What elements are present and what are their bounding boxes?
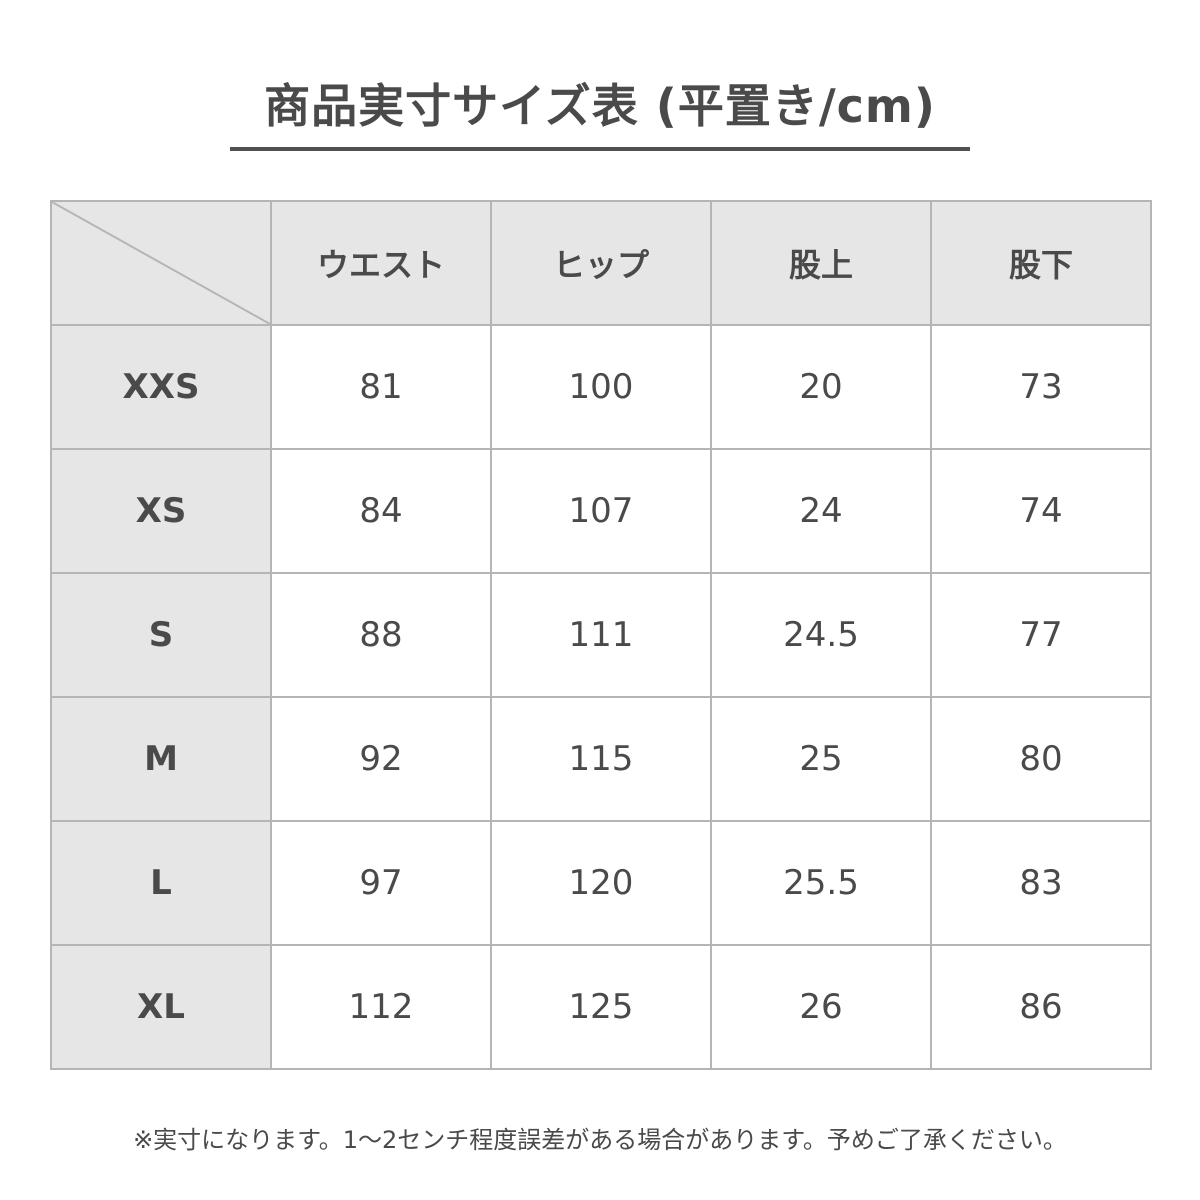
header-row: ウエスト ヒップ 股上 股下 — [50, 200, 1152, 326]
measurement-cell: 83 — [930, 820, 1152, 946]
measurement-cell: 92 — [270, 696, 492, 822]
measurement-cell: 77 — [930, 572, 1152, 698]
size-label: XXS — [50, 324, 272, 450]
page-title: 商品実寸サイズ表 (平置き/cm) — [264, 79, 936, 133]
measurement-cell: 125 — [490, 944, 712, 1070]
measurement-cell: 25.5 — [710, 820, 932, 946]
column-header: 股上 — [710, 200, 932, 326]
diagonal-line — [52, 202, 270, 324]
table-row: L 97 120 25.5 83 — [50, 820, 1152, 946]
size-label: L — [50, 820, 272, 946]
corner-cell — [50, 200, 272, 326]
size-label: S — [50, 572, 272, 698]
measurement-cell: 73 — [930, 324, 1152, 450]
table-row: XL 112 125 26 86 — [50, 944, 1152, 1070]
footnote: ※実寸になります。1～2センチ程度誤差がある場合があります。予めご了承ください。 — [133, 1126, 1067, 1154]
measurement-cell: 81 — [270, 324, 492, 450]
table-row: S 88 111 24.5 77 — [50, 572, 1152, 698]
measurement-cell: 20 — [710, 324, 932, 450]
measurement-cell: 97 — [270, 820, 492, 946]
measurement-cell: 112 — [270, 944, 492, 1070]
measurement-cell: 88 — [270, 572, 492, 698]
measurement-cell: 24 — [710, 448, 932, 574]
column-header: 股下 — [930, 200, 1152, 326]
measurement-cell: 25 — [710, 696, 932, 822]
measurement-cell: 115 — [490, 696, 712, 822]
measurement-cell: 74 — [930, 448, 1152, 574]
measurement-cell: 100 — [490, 324, 712, 450]
measurement-cell: 107 — [490, 448, 712, 574]
table-row: M 92 115 25 80 — [50, 696, 1152, 822]
size-label: XL — [50, 944, 272, 1070]
measurement-cell: 84 — [270, 448, 492, 574]
measurement-cell: 24.5 — [710, 572, 932, 698]
measurement-cell: 86 — [930, 944, 1152, 1070]
column-header: ウエスト — [270, 200, 492, 326]
size-table: ウエスト ヒップ 股上 股下 XXS 81 100 20 73 XS 84 107 24 74 S 8… — [50, 200, 1152, 1070]
measurement-cell: 111 — [490, 572, 712, 698]
measurement-cell: 120 — [490, 820, 712, 946]
title-underline — [230, 147, 970, 151]
size-label: XS — [50, 448, 272, 574]
measurement-cell: 80 — [930, 696, 1152, 822]
size-label: M — [50, 696, 272, 822]
measurement-cell: 26 — [710, 944, 932, 1070]
table-row: XXS 81 100 20 73 — [50, 324, 1152, 450]
column-header: ヒップ — [490, 200, 712, 326]
table-row: XS 84 107 24 74 — [50, 448, 1152, 574]
